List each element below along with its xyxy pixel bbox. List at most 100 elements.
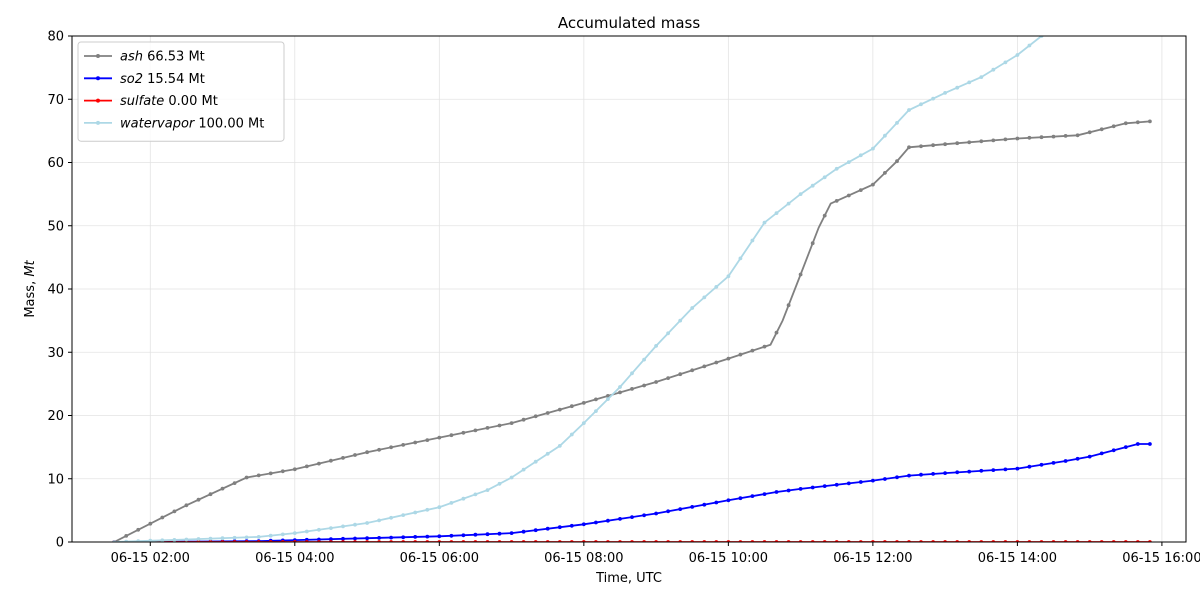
series-point-watervapor [569, 432, 574, 437]
series-point-watervapor [1027, 43, 1032, 48]
series-point-so2 [1148, 442, 1152, 446]
y-tick-label: 40 [47, 283, 64, 298]
series-ash [112, 119, 1152, 542]
legend-item-ash: ash 66.53 Mt [84, 50, 205, 65]
series-point-watervapor [979, 75, 984, 79]
series-point-ash [304, 464, 309, 469]
series-point-ash [521, 417, 526, 422]
series-point-so2 [1063, 459, 1068, 463]
series-point-ash [1135, 120, 1140, 125]
series-point-watervapor [184, 537, 189, 542]
series-point-ash [244, 475, 249, 480]
series-point-watervapor [858, 153, 863, 158]
series-point-so2 [774, 490, 779, 494]
series-point-ash [1111, 124, 1116, 129]
series-point-watervapor [786, 201, 791, 206]
series-point-ash [822, 213, 827, 218]
series-point-watervapor [822, 175, 827, 180]
series-so2 [112, 442, 1152, 542]
series-lines [112, 36, 1152, 542]
y-tick-label: 30 [47, 346, 64, 361]
series-point-ash [738, 352, 743, 357]
series-point-ash [256, 473, 261, 478]
series-point-watervapor [244, 535, 249, 540]
series-point-so2 [666, 509, 670, 514]
series-point-ash [1123, 121, 1128, 126]
series-point-so2 [581, 522, 586, 527]
series-point-ash [184, 503, 189, 508]
series-point-watervapor [437, 505, 442, 510]
series-point-watervapor [449, 501, 454, 505]
series-point-so2 [377, 536, 381, 540]
series-point-watervapor [967, 80, 972, 85]
series-point-ash [425, 438, 430, 442]
series-point-so2 [1087, 454, 1092, 459]
series-point-ash [461, 430, 466, 435]
series-point-ash [317, 461, 321, 466]
series-point-ash [377, 447, 381, 452]
series-point-ash [268, 471, 273, 476]
series-point-ash [991, 138, 996, 143]
series-point-watervapor [268, 533, 273, 538]
series-point-so2 [991, 468, 996, 472]
series-point-so2 [425, 534, 430, 539]
series-point-ash [196, 497, 201, 502]
series-point-watervapor [292, 531, 297, 535]
series-point-so2 [353, 536, 357, 541]
series-point-watervapor [846, 160, 851, 165]
series-point-so2 [762, 492, 767, 496]
legend-label: ash 66.53 Mt [120, 50, 205, 65]
y-tick-label: 10 [47, 472, 64, 487]
series-point-ash [786, 303, 791, 308]
series-point-ash [834, 199, 839, 203]
series-point-watervapor [365, 521, 369, 525]
series-point-watervapor [955, 85, 960, 90]
series-point-so2 [1015, 466, 1020, 471]
legend-series-value: 66.53 Mt [143, 50, 205, 65]
series-point-watervapor [895, 121, 899, 125]
series-point-so2 [365, 536, 369, 541]
series-point-so2 [1075, 456, 1080, 461]
series-point-watervapor [630, 371, 634, 376]
series-point-ash [292, 467, 297, 472]
y-tick-label: 50 [47, 219, 64, 234]
series-point-ash [798, 272, 803, 277]
series-point-watervapor [834, 166, 839, 171]
series-point-so2 [738, 496, 743, 501]
legend-item-so2: so2 15.54 Mt [84, 72, 205, 87]
legend-marker [96, 76, 100, 81]
series-point-so2 [678, 507, 683, 511]
x-axis-label: Time, UTC [595, 571, 662, 586]
series-point-watervapor [317, 527, 321, 532]
series-point-so2 [846, 481, 851, 486]
series-point-watervapor [485, 488, 490, 492]
series-point-so2 [1039, 462, 1044, 467]
series-point-watervapor [497, 481, 502, 486]
y-tick-label: 20 [47, 409, 64, 424]
series-point-so2 [750, 494, 755, 498]
legend-label: sulfate 0.00 Mt [120, 94, 218, 109]
series-point-so2 [449, 533, 454, 538]
series-point-ash [955, 141, 960, 146]
series-point-watervapor [208, 536, 213, 541]
y-axis-label: Mass, Mt [23, 259, 38, 317]
series-point-ash [642, 383, 646, 388]
series-point-ash [1003, 137, 1008, 142]
series-point-watervapor [690, 306, 695, 310]
series-point-ash [389, 445, 393, 450]
legend-series-value: 0.00 Mt [164, 94, 218, 109]
series-point-watervapor [750, 238, 755, 243]
series-point-so2 [1135, 442, 1140, 446]
legend-marker [96, 98, 100, 103]
x-tick-label: 06-15 02:00 [111, 551, 190, 566]
series-point-ash [329, 458, 333, 463]
series-point-ash [1051, 134, 1056, 139]
x-tick-label: 06-15 06:00 [400, 551, 479, 566]
series-point-ash [437, 435, 442, 440]
series-point-so2 [413, 535, 418, 539]
series-point-ash [931, 143, 935, 148]
series-point-ash [618, 390, 622, 395]
series-point-ash [594, 397, 598, 402]
series-point-so2 [943, 471, 947, 475]
series-point-ash [810, 241, 815, 246]
